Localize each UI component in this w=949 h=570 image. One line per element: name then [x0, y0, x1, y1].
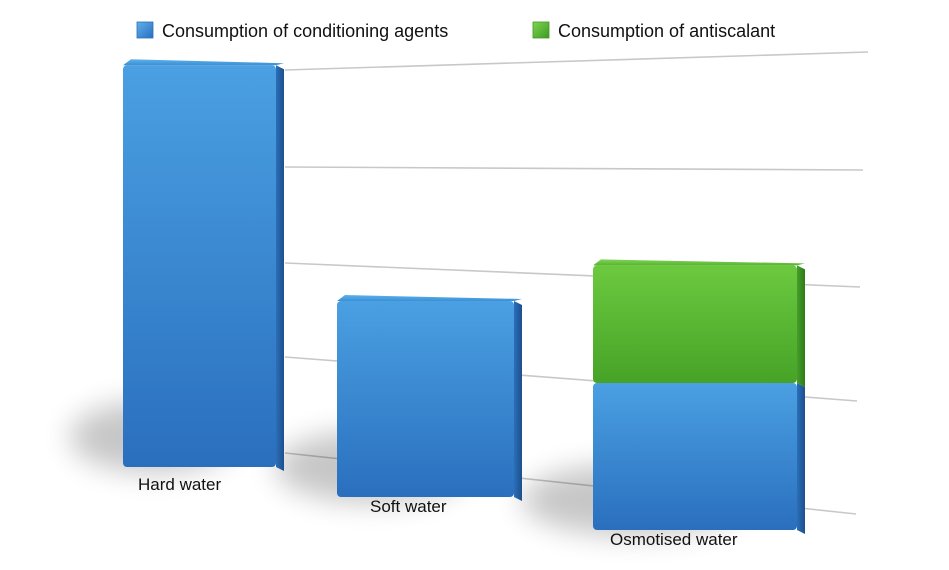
bar-conditioning-agents-1	[337, 301, 522, 501]
x-tick-label: Osmotised water	[610, 530, 738, 549]
bar-top	[337, 295, 522, 301]
legend-label: Consumption of antiscalant	[558, 21, 775, 41]
gridline	[284, 51, 869, 71]
x-tick-label: Hard water	[138, 475, 221, 494]
legend-swatch	[136, 21, 154, 39]
bar-conditioning-agents-0	[123, 65, 284, 471]
legend-swatch	[532, 21, 550, 39]
bar-antiscalant-2	[593, 265, 805, 387]
legend-label: Consumption of conditioning agents	[162, 21, 448, 41]
bar-side	[797, 265, 805, 387]
gridline	[284, 166, 864, 171]
legend-item: Consumption of antiscalant	[532, 21, 775, 41]
bars	[123, 59, 805, 534]
bar-front	[593, 265, 797, 383]
legend: Consumption of conditioning agents Consum…	[136, 21, 775, 41]
x-tick-label: Soft water	[370, 497, 447, 516]
bar-side	[276, 65, 284, 471]
bar-top	[593, 259, 805, 266]
bar-front	[593, 383, 797, 530]
x-axis-labels: Hard water Soft water Osmotised water	[138, 475, 738, 549]
bar-front	[337, 301, 514, 497]
bar-side	[797, 383, 805, 534]
bar-side	[514, 301, 522, 501]
legend-item: Consumption of conditioning agents	[136, 21, 448, 41]
bar-conditioning-agents-2	[593, 383, 805, 534]
bar-top	[123, 59, 284, 66]
bar-front	[123, 65, 276, 467]
